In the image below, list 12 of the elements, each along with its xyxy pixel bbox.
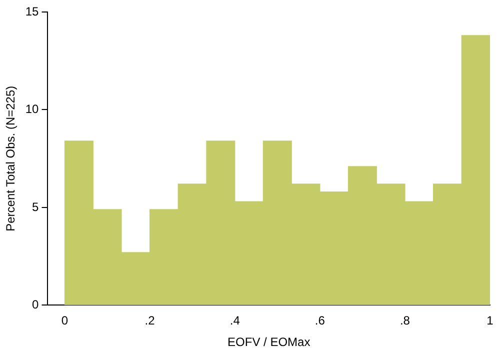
y-tick-label: 15: [25, 4, 40, 18]
x-tick-label: .6: [314, 314, 326, 328]
x-tick-label: .8: [400, 314, 410, 328]
x-tick-label: .4: [230, 314, 240, 328]
y-tick-label: 10: [25, 102, 40, 116]
y-tick-label: 5: [32, 200, 40, 214]
y-tick-label: 0: [32, 298, 40, 312]
x-axis-title: EOFV / EOMax: [228, 335, 310, 350]
x-tick-label: .2: [144, 314, 156, 328]
x-tick-label: 1: [486, 314, 494, 328]
x-tick-label: 0: [61, 314, 68, 328]
y-axis-title: Percent Total Obs. (N=225): [4, 86, 18, 232]
